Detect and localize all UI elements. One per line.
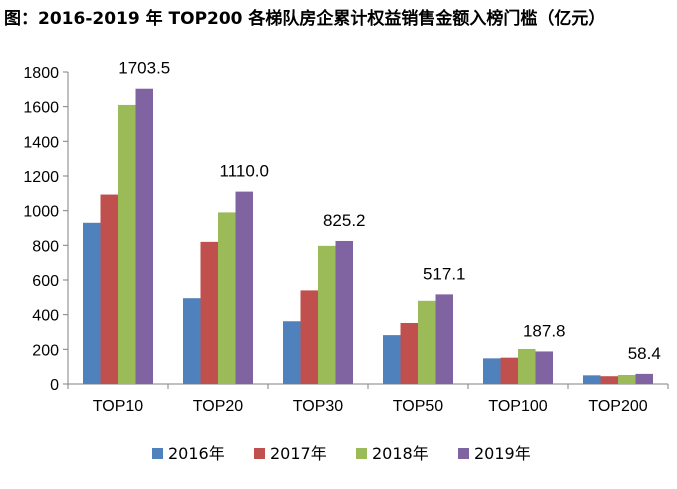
- bars: [83, 88, 653, 384]
- legend-swatch: [356, 448, 367, 459]
- bar-top200-2018年: [618, 374, 636, 384]
- y-tick-label: 1000: [23, 204, 59, 221]
- bar-top30-2016年: [283, 321, 301, 384]
- y-tick-label: 800: [32, 238, 59, 255]
- legend-label: 2019年: [474, 444, 531, 463]
- bar-top10-2016年: [83, 222, 101, 384]
- bar-top20-2016年: [183, 298, 201, 384]
- x-tick-label: TOP200: [588, 398, 647, 415]
- bar-top10-2018年: [118, 104, 136, 384]
- legend: 2016年 2017年 2018年 2019年: [152, 444, 531, 463]
- chart-title: 图：2016-2019 年 TOP200 各梯队房企累计权益销售金额入榜门槛（亿…: [4, 9, 606, 29]
- data-label: 825.2: [323, 211, 366, 230]
- x-tick-label: TOP30: [293, 398, 344, 415]
- bar-top50-2016年: [383, 335, 401, 384]
- y-axis: 0 200 400 600 800 1000 1200 1400 1600 1800: [23, 65, 69, 394]
- bar-top100-2019年: [535, 351, 553, 384]
- bar-top50-2018年: [418, 300, 436, 384]
- data-label: 58.4: [628, 344, 661, 363]
- bar-top100-2016年: [483, 358, 501, 384]
- bar-top20-2019年: [235, 191, 253, 384]
- legend-swatch: [152, 448, 163, 459]
- x-tick-label: TOP100: [488, 398, 547, 415]
- y-tick-label: 200: [32, 342, 59, 359]
- x-axis: TOP10 TOP20 TOP30 TOP50 TOP100 TOP200: [67, 383, 669, 415]
- x-tick-label: TOP10: [93, 398, 144, 415]
- bar-top20-2018年: [218, 212, 236, 384]
- bar-top100-2018年: [518, 348, 536, 384]
- y-tick-label: 400: [32, 308, 59, 325]
- bar-top10-2019年: [135, 88, 153, 384]
- bar-top50-2017年: [400, 322, 418, 384]
- data-label: 1703.5: [118, 59, 170, 78]
- bar-top200-2019年: [635, 373, 653, 384]
- data-label: 1110.0: [220, 162, 269, 181]
- y-tick-label: 0: [50, 377, 59, 394]
- bar-top30-2019年: [335, 240, 353, 384]
- y-tick-label: 600: [32, 273, 59, 290]
- legend-label: 2018年: [372, 444, 429, 463]
- legend-label: 2017年: [270, 444, 327, 463]
- y-tick-label: 1400: [23, 134, 59, 151]
- y-tick-label: 1800: [23, 65, 59, 82]
- y-tick-label: 1200: [23, 169, 59, 186]
- bar-top30-2018年: [318, 245, 336, 384]
- bar-top20-2017年: [200, 241, 218, 384]
- legend-swatch: [458, 448, 469, 459]
- y-tick-label: 1600: [23, 100, 59, 117]
- bar-top200-2017年: [600, 376, 618, 384]
- bar-top50-2019年: [435, 294, 453, 384]
- bar-top30-2017年: [300, 290, 318, 384]
- data-label: 517.1: [423, 264, 466, 283]
- x-tick-label: TOP20: [193, 398, 244, 415]
- legend-label: 2016年: [168, 444, 225, 463]
- bar-top200-2016年: [583, 375, 601, 384]
- data-label: 187.8: [523, 321, 566, 340]
- legend-swatch: [254, 448, 265, 459]
- bar-top100-2017年: [500, 357, 518, 384]
- data-labels: 1703.5 1110.0 825.2 517.1 187.8 58.4: [118, 59, 661, 363]
- bar-top10-2017年: [100, 194, 118, 384]
- x-tick-label: TOP50: [393, 398, 444, 415]
